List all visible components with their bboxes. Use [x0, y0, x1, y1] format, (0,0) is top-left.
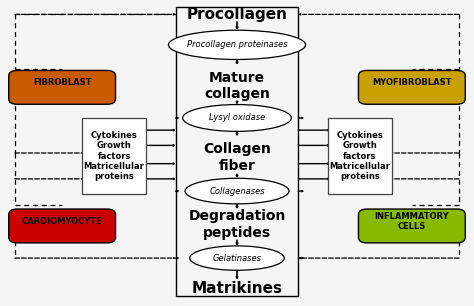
Text: MYOFIBROBLAST: MYOFIBROBLAST — [372, 78, 452, 88]
FancyBboxPatch shape — [328, 118, 392, 194]
Ellipse shape — [168, 30, 306, 59]
Text: Procollagen proteinases: Procollagen proteinases — [187, 40, 287, 49]
Text: FIBROBLAST: FIBROBLAST — [33, 78, 91, 88]
Text: Cytokines
Growth
factors
Matricellular
proteins: Cytokines Growth factors Matricellular p… — [84, 131, 145, 181]
Text: Mature
collagen: Mature collagen — [204, 71, 270, 101]
Text: CARDIOMYOCYTE: CARDIOMYOCYTE — [22, 217, 102, 226]
Text: Lysyl oxidase: Lysyl oxidase — [209, 114, 265, 122]
Ellipse shape — [182, 105, 292, 131]
Text: Gelatinases: Gelatinases — [212, 254, 262, 263]
Text: Cytokines
Growth
factors
Matricellular
proteins: Cytokines Growth factors Matricellular p… — [329, 131, 390, 181]
FancyBboxPatch shape — [358, 209, 465, 243]
Text: Collagenases: Collagenases — [209, 187, 265, 196]
FancyBboxPatch shape — [358, 70, 465, 104]
FancyBboxPatch shape — [9, 209, 116, 243]
Text: INFLAMMATORY
CELLS: INFLAMMATORY CELLS — [374, 212, 449, 231]
FancyBboxPatch shape — [82, 118, 146, 194]
Ellipse shape — [190, 246, 284, 270]
Ellipse shape — [185, 178, 289, 204]
FancyBboxPatch shape — [9, 70, 116, 104]
Text: Matrikines: Matrikines — [191, 281, 283, 296]
Text: Degradation
peptides: Degradation peptides — [188, 210, 286, 240]
Text: Collagen
fiber: Collagen fiber — [203, 143, 271, 173]
Text: Procollagen: Procollagen — [186, 7, 288, 22]
